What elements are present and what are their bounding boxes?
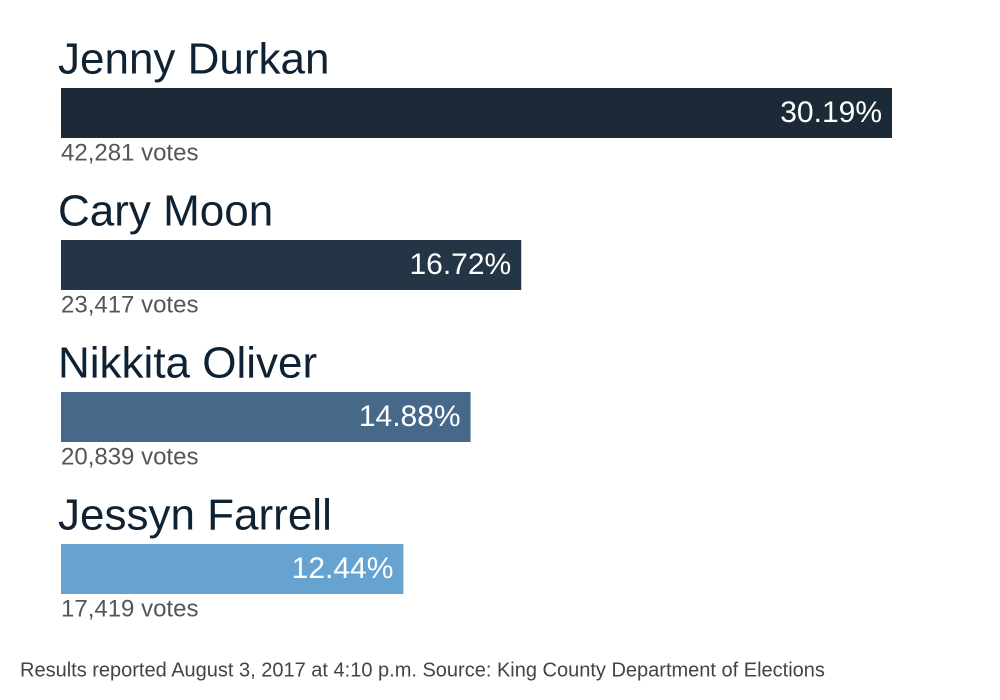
bar-value-label: 16.72% xyxy=(409,248,511,281)
vote-count: 42,281 votes xyxy=(61,139,198,166)
candidate-name: Jessyn Farrell xyxy=(58,491,332,540)
candidate-name: Cary Moon xyxy=(58,187,273,236)
footnote: Results reported August 3, 2017 at 4:10 … xyxy=(20,659,825,681)
bar xyxy=(61,392,471,442)
bar-value-label: 14.88% xyxy=(359,400,461,433)
bar xyxy=(61,88,892,138)
vote-count: 23,417 votes xyxy=(61,291,198,318)
candidate-name: Jenny Durkan xyxy=(58,35,329,84)
bar-value-label: 30.19% xyxy=(780,96,882,129)
vote-count: 17,419 votes xyxy=(61,595,198,622)
bar xyxy=(61,240,522,290)
candidate-name: Nikkita Oliver xyxy=(58,339,317,388)
bar-value-label: 12.44% xyxy=(292,552,394,585)
vote-count: 20,839 votes xyxy=(61,443,198,470)
bar xyxy=(61,544,404,594)
